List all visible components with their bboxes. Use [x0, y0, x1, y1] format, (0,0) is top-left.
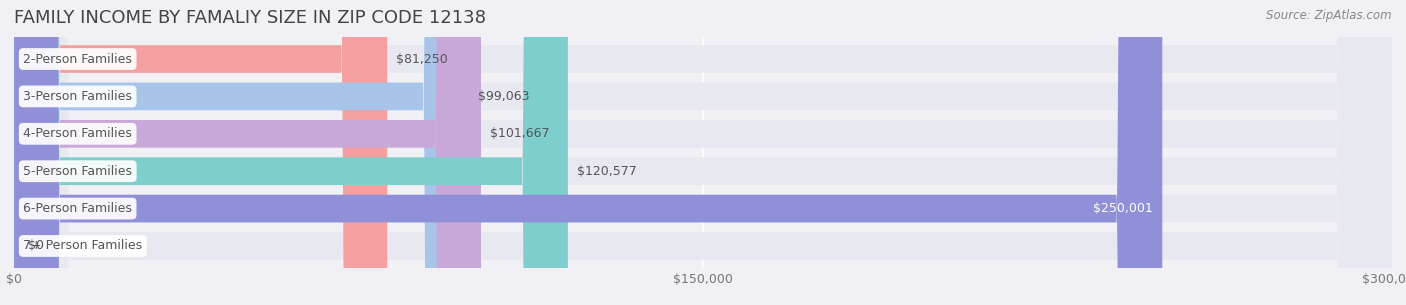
- Text: $250,001: $250,001: [1094, 202, 1153, 215]
- FancyBboxPatch shape: [14, 0, 1392, 305]
- Text: $0: $0: [28, 239, 44, 253]
- FancyBboxPatch shape: [14, 0, 387, 305]
- Text: 2-Person Families: 2-Person Families: [24, 52, 132, 66]
- Text: $81,250: $81,250: [396, 52, 449, 66]
- Text: 5-Person Families: 5-Person Families: [24, 165, 132, 178]
- Text: 3-Person Families: 3-Person Families: [24, 90, 132, 103]
- Text: FAMILY INCOME BY FAMALIY SIZE IN ZIP CODE 12138: FAMILY INCOME BY FAMALIY SIZE IN ZIP COD…: [14, 9, 486, 27]
- FancyBboxPatch shape: [14, 0, 1392, 305]
- FancyBboxPatch shape: [14, 0, 1392, 305]
- FancyBboxPatch shape: [14, 0, 481, 305]
- FancyBboxPatch shape: [14, 0, 1392, 305]
- Text: $99,063: $99,063: [478, 90, 530, 103]
- FancyBboxPatch shape: [14, 0, 470, 305]
- FancyBboxPatch shape: [14, 0, 1163, 305]
- Text: Source: ZipAtlas.com: Source: ZipAtlas.com: [1267, 9, 1392, 22]
- FancyBboxPatch shape: [14, 0, 1392, 305]
- Text: 4-Person Families: 4-Person Families: [24, 127, 132, 140]
- FancyBboxPatch shape: [14, 0, 1392, 305]
- FancyBboxPatch shape: [14, 0, 568, 305]
- Text: $120,577: $120,577: [576, 165, 637, 178]
- Text: 6-Person Families: 6-Person Families: [24, 202, 132, 215]
- Text: 7+ Person Families: 7+ Person Families: [24, 239, 142, 253]
- Text: $101,667: $101,667: [491, 127, 550, 140]
